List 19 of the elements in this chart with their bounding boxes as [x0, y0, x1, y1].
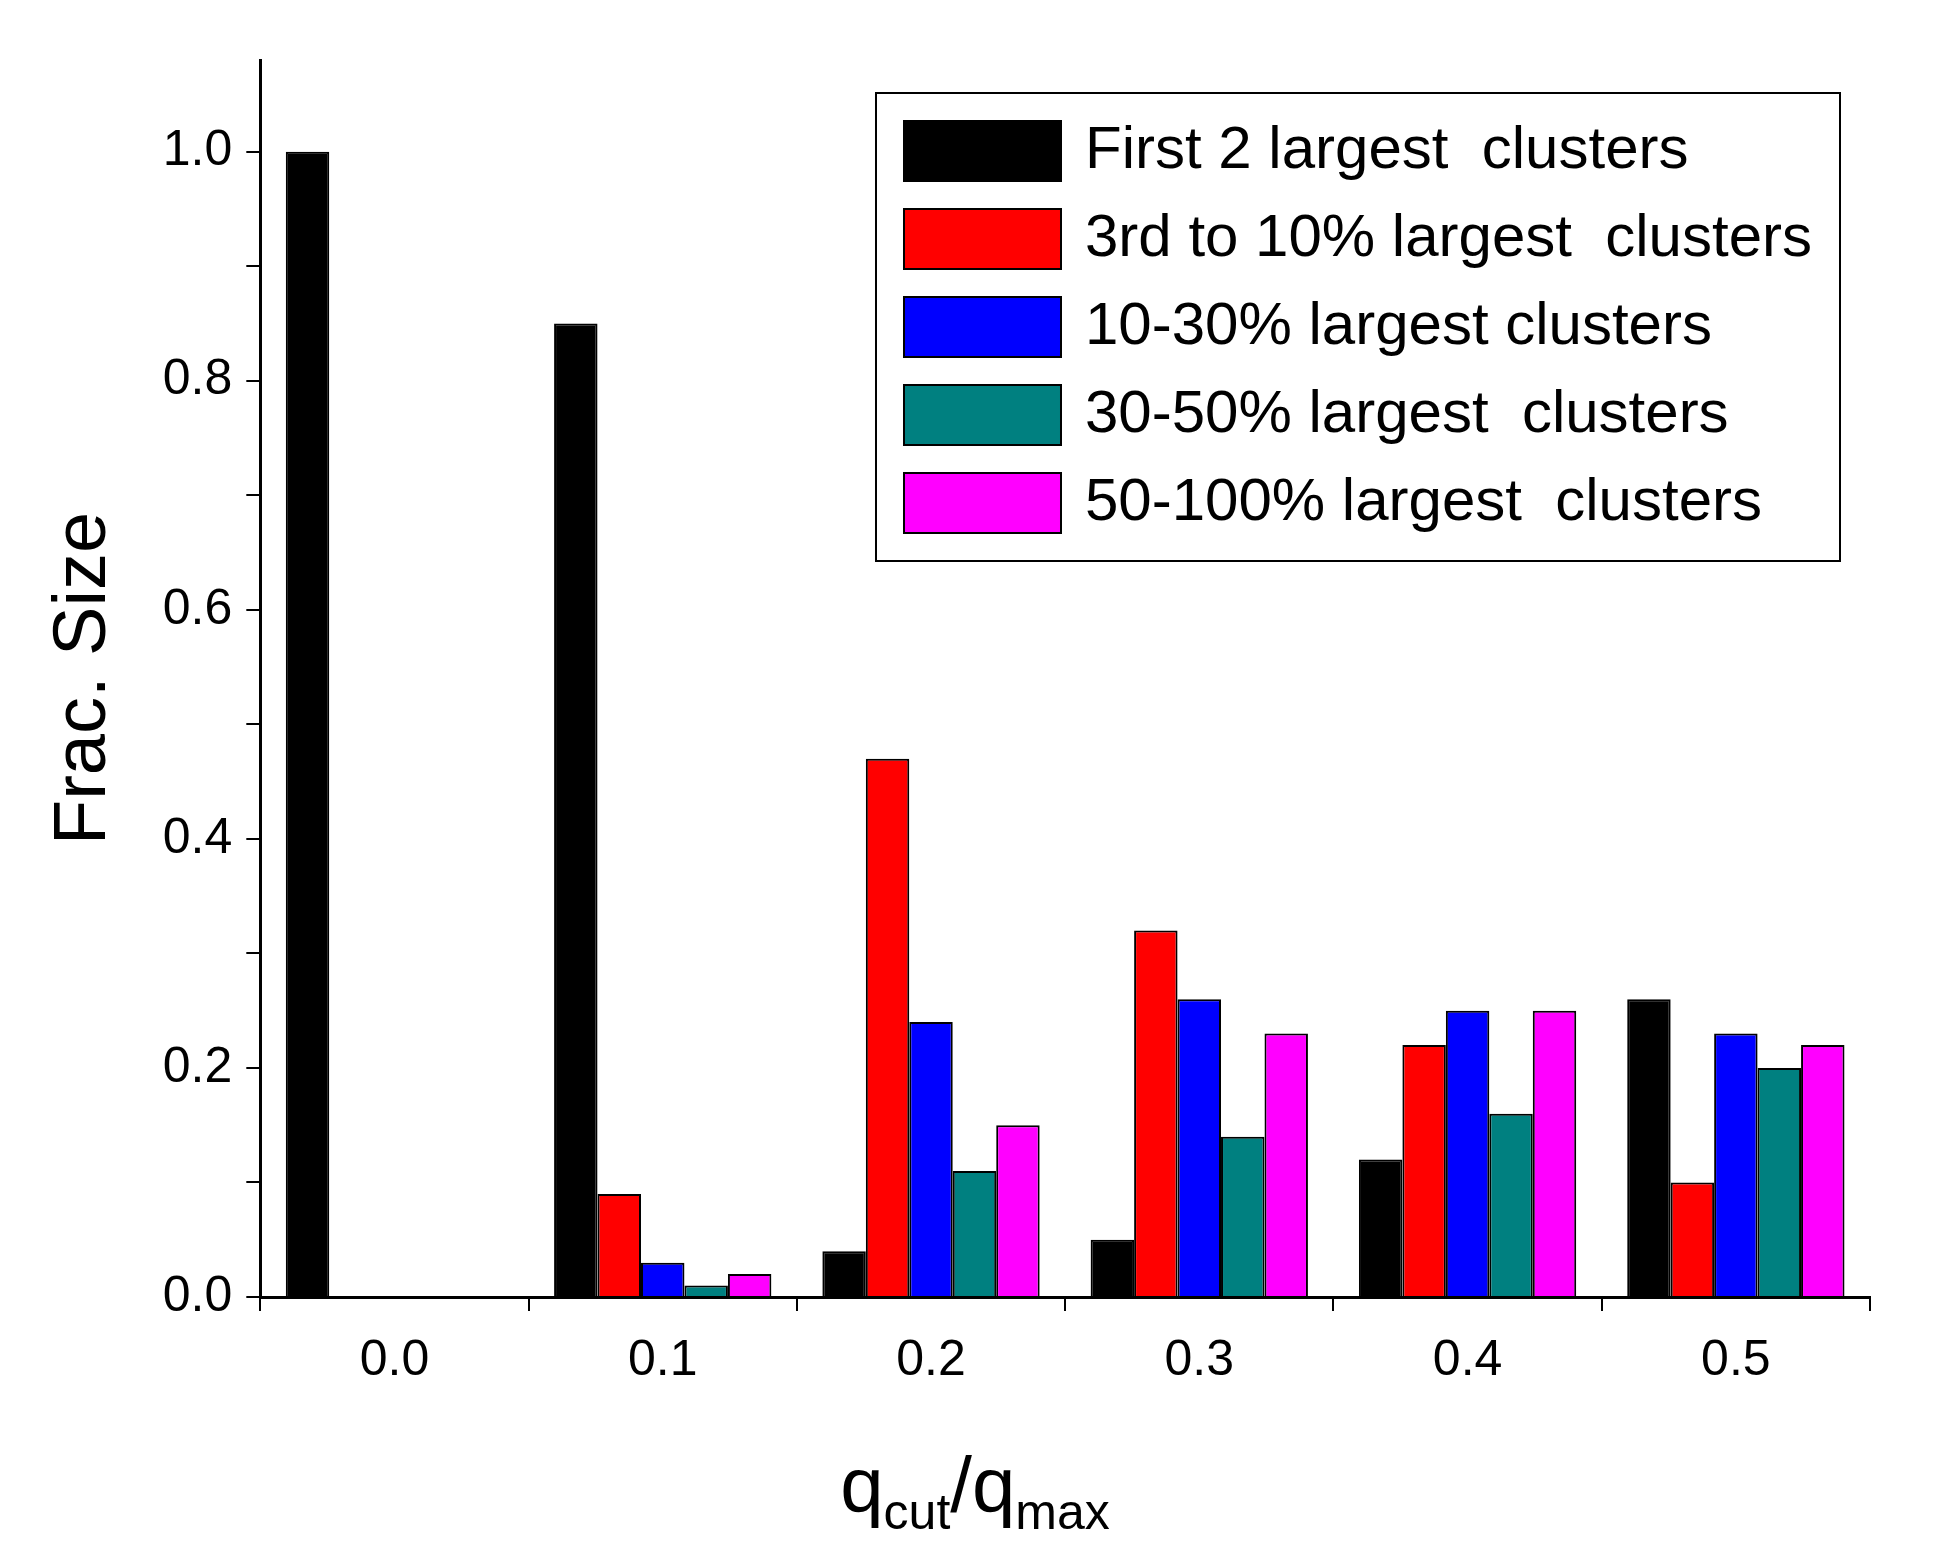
x-tick-label: 0.2 — [896, 1329, 966, 1386]
legend-label: 10-30% largest clusters — [1085, 289, 1712, 357]
x-axis-title: q$_{cut}$/q$_{max}$ — [839, 1440, 1111, 1541]
x-tick-label: 0.5 — [1701, 1329, 1771, 1386]
y-tick-label: 0.4 — [162, 807, 233, 864]
x-tick-label: 0.3 — [1164, 1329, 1235, 1386]
x-tick-label: 0.0 — [359, 1329, 430, 1386]
y-tick-label: 0.2 — [162, 1036, 233, 1093]
legend-label: 3rd to 10% largest clusters — [1085, 201, 1813, 269]
y-axis-title: Frac. Size — [37, 511, 121, 846]
legend-label: 50-100% largest clusters — [1085, 465, 1762, 533]
legend-label: 30-50% largest clusters — [1085, 377, 1729, 445]
y-tick-label: 1.0 — [162, 120, 233, 177]
y-tick-label: 0.8 — [162, 349, 233, 406]
x-tick-label: 0.1 — [627, 1329, 698, 1386]
x-tick-label: 0.4 — [1432, 1329, 1503, 1386]
y-tick-label: 0.0 — [162, 1265, 233, 1322]
y-tick-label: 0.6 — [162, 578, 233, 635]
legend-label: First 2 largest clusters — [1085, 113, 1689, 181]
